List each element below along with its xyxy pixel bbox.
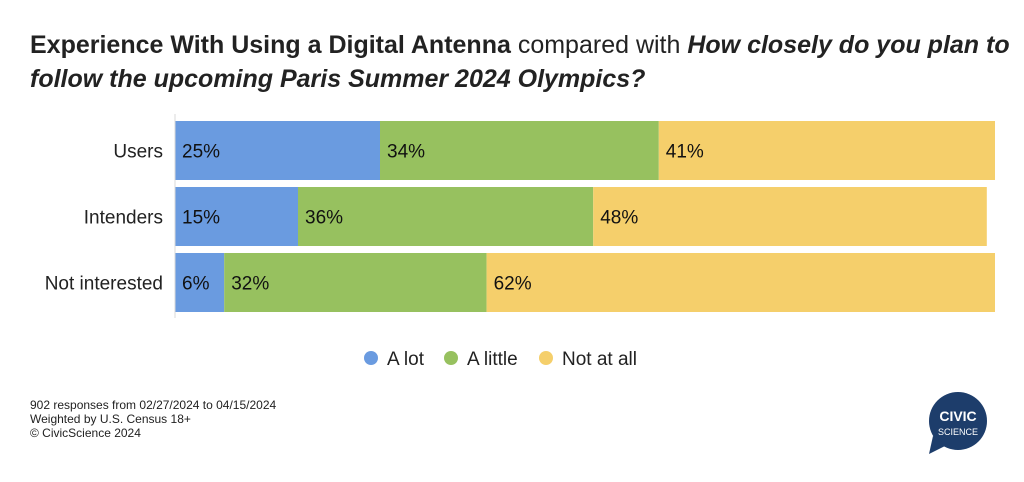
bar-not-interested-not-at-all: [486, 253, 995, 312]
logo-tail: [929, 436, 947, 454]
footer-weighting: Weighted by U.S. Census 18+: [30, 412, 191, 426]
footer-responses: 902 responses from 02/27/2024 to 04/15/2…: [30, 398, 277, 412]
bar-users-a-lot: [175, 121, 380, 180]
data-label-not-interested-a-lot: 6%: [182, 274, 210, 295]
chart-title: Experience With Using a Digital Antenna …: [30, 28, 1010, 96]
bar-users-not-at-all: [658, 121, 995, 180]
bar-intenders-a-little: [298, 187, 594, 246]
legend-label-a-little: A little: [467, 349, 518, 370]
footer-notes: 902 responses from 02/27/2024 to 04/15/2…: [30, 398, 276, 440]
data-label-users-a-lot: 25%: [182, 142, 220, 163]
bar-not-interested-a-lot: [175, 253, 225, 312]
legend-swatch-not-at-all: [539, 351, 553, 365]
footer-copyright: © CivicScience 2024: [30, 426, 141, 440]
data-label-not-interested-a-little: 32%: [231, 274, 269, 295]
data-label-intenders-not-at-all: 48%: [600, 208, 638, 229]
civicscience-logo: CIVIC SCIENCE: [929, 392, 987, 454]
legend-label-not-at-all: Not at all: [562, 349, 637, 370]
data-label-intenders-a-lot: 15%: [182, 208, 220, 229]
title-part-2: compared with: [517, 31, 681, 59]
bar-not-interested-a-little: [224, 253, 487, 312]
bar-intenders-not-at-all: [593, 187, 987, 246]
data-label-intenders-a-little: 36%: [305, 208, 343, 229]
category-label-intenders: Intenders: [84, 208, 163, 229]
bar-intenders-a-lot: [175, 187, 298, 246]
logo-text-civic: CIVIC: [939, 408, 976, 424]
logo-text-science: SCIENCE: [938, 427, 978, 437]
category-label-users: Users: [113, 142, 163, 163]
data-label-users-a-little: 34%: [387, 142, 425, 163]
data-label-not-interested-not-at-all: 62%: [494, 274, 532, 295]
legend-swatch-a-little: [444, 351, 458, 365]
title-part-1: Experience With Using a Digital Antenna: [30, 31, 511, 59]
category-label-not-interested: Not interested: [45, 274, 163, 295]
bar-users-a-little: [380, 121, 659, 180]
legend-label-a-lot: A lot: [387, 349, 425, 370]
title-part-3: How closely do you plan to follow the up…: [30, 31, 1010, 93]
legend-swatch-a-lot: [364, 351, 378, 365]
logo-badge: [929, 392, 987, 450]
data-label-users-not-at-all: 41%: [666, 142, 704, 163]
